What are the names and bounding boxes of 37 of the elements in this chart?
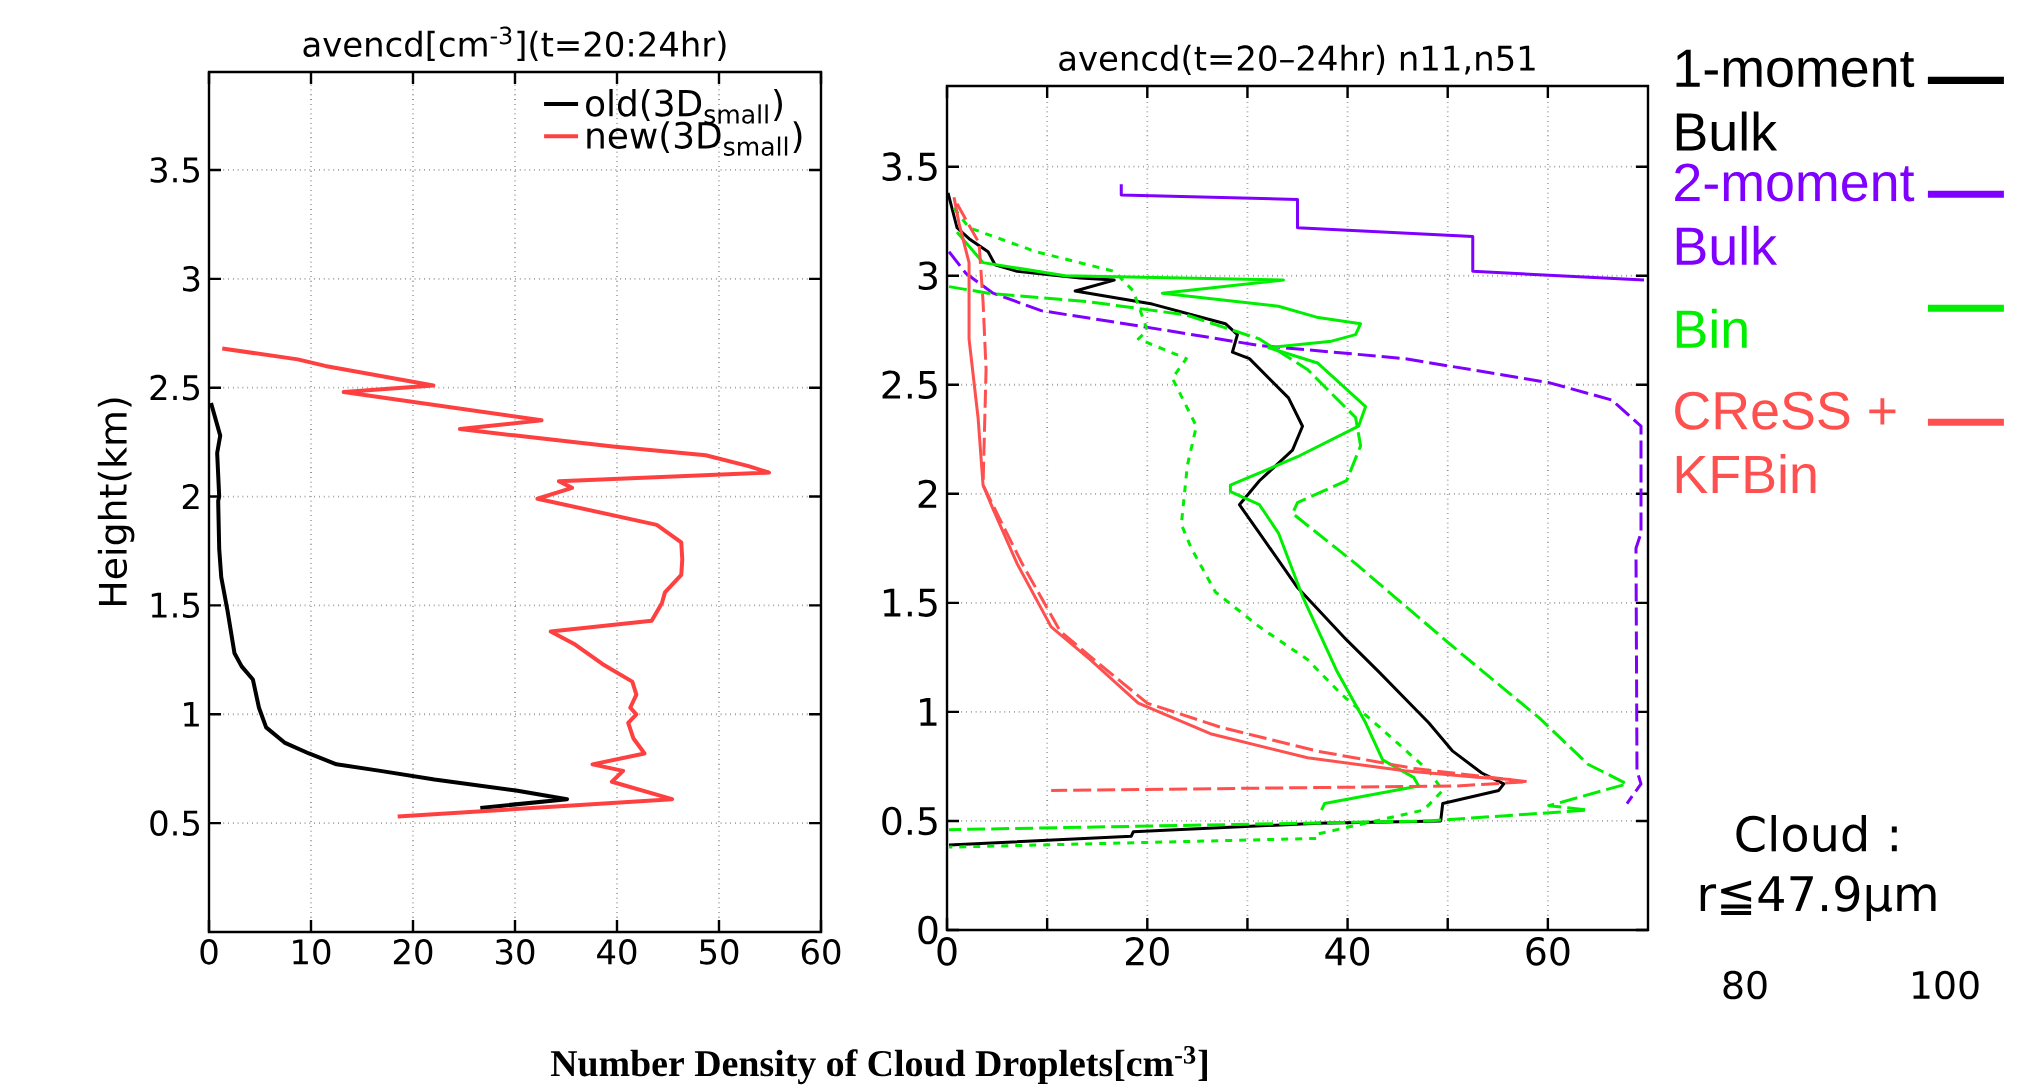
x-tick-label: 20 — [1125, 937, 1169, 966]
y-tick-label: 3 — [183, 266, 200, 292]
chart-title: avencd[cm$^{-3}$](t=20:24hr) — [303, 26, 726, 61]
y-axis-title: Height(km) — [97, 398, 135, 606]
y-tick-label: 1 — [184, 701, 199, 727]
x-tick-label: 50 — [700, 939, 739, 965]
x-tick-label: 20 — [393, 939, 433, 965]
y-tick-label: 1.5 — [151, 592, 199, 618]
y-tick-label: 1 — [920, 698, 937, 726]
x-tick-label: 10 — [293, 939, 331, 965]
y-tick-label: 3.5 — [150, 157, 199, 183]
y-tick-label: 3.5 — [882, 152, 937, 181]
x-tick-label: 0 — [200, 939, 218, 965]
x-tick-label: 0 — [937, 937, 957, 966]
y-tick-label: 3 — [918, 261, 937, 291]
y-tick-label: 2.5 — [150, 374, 199, 401]
y-tick-label: 2 — [918, 479, 937, 508]
x-tick-label: 30 — [496, 939, 535, 965]
y-tick-label: 1.5 — [883, 588, 937, 617]
text: 80 — [1723, 970, 1767, 1000]
legend-label: 2-moment Bulk — [1675, 163, 1915, 266]
x-tick-label: 40 — [597, 939, 637, 965]
y-tick-label: 0.5 — [150, 810, 199, 836]
text: Bin — [1676, 308, 1747, 348]
text: 100 — [1913, 970, 1979, 1000]
x-tick-label: 60 — [1526, 937, 1570, 966]
legend-label: CReSS + KFBin — [1675, 391, 1896, 493]
y-tick-label: 2.5 — [882, 370, 937, 400]
y-tick-label: 0.5 — [882, 806, 937, 836]
y-tick-label: 0 — [918, 915, 938, 945]
y-tick-label: 2 — [182, 483, 199, 510]
x-axis-title: Number Density of Cloud Droplets[cm$^{-3}$] — [550, 1045, 1207, 1085]
text: Cloud : r≦47.9μm — [1700, 814, 1936, 922]
legend-label: 1-moment Bulk — [1676, 49, 1915, 152]
chart-title: avencd(t=20–24hr) n11,n51 — [1059, 44, 1535, 75]
x-tick-label: 60 — [801, 939, 841, 965]
x-tick-label: 40 — [1325, 937, 1370, 966]
